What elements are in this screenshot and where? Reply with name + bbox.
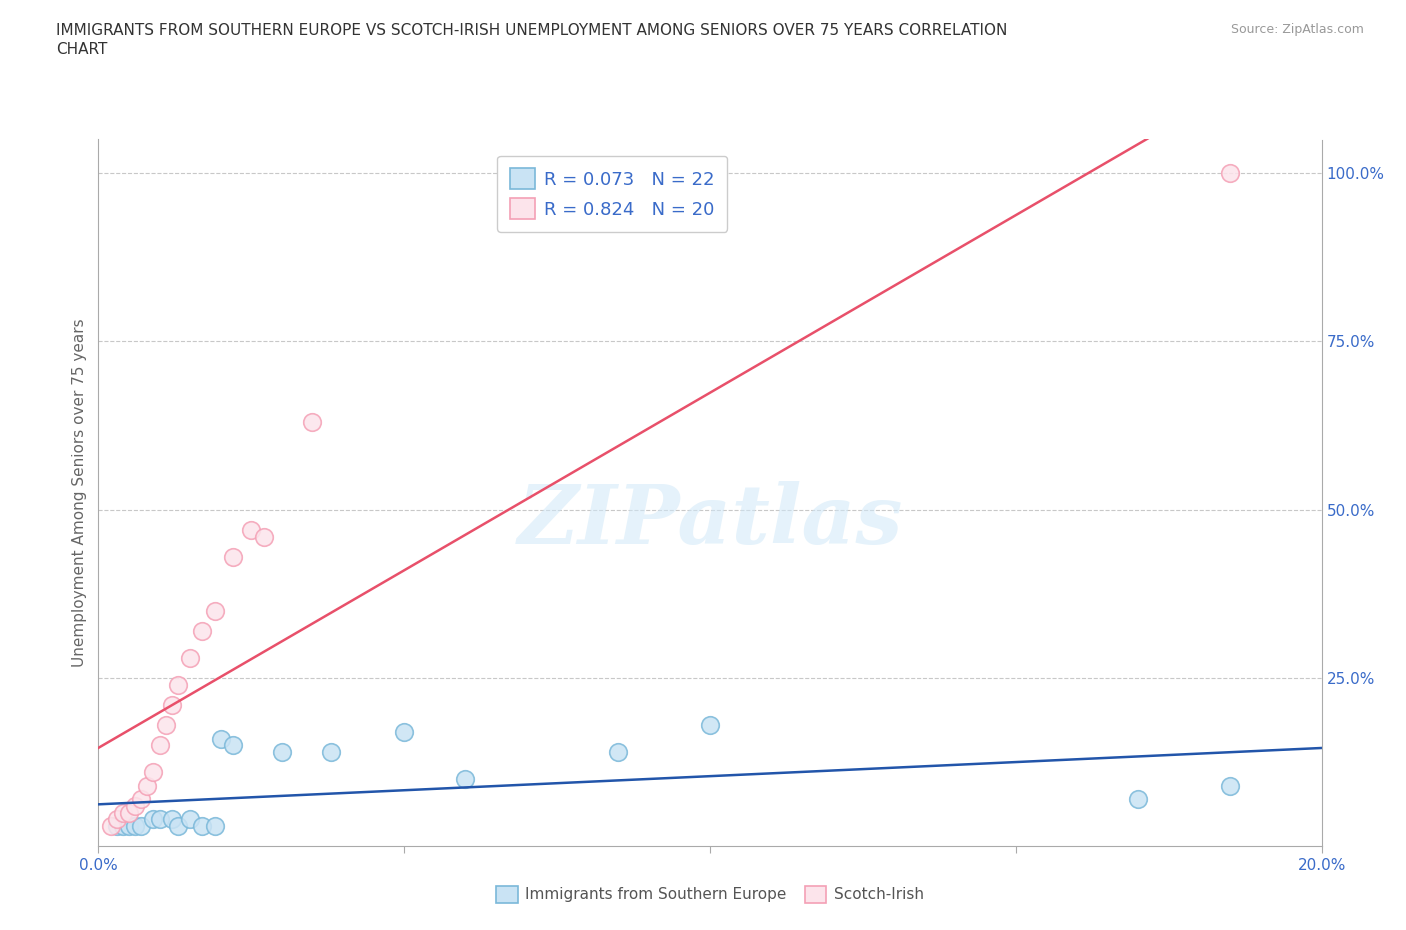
- Point: [160, 812, 183, 827]
- Point: [149, 737, 172, 752]
- Point: [118, 818, 141, 833]
- Point: [142, 764, 165, 779]
- Point: [155, 718, 177, 733]
- Point: [124, 799, 146, 814]
- Point: [179, 650, 201, 665]
- Point: [118, 805, 141, 820]
- Point: [454, 772, 477, 787]
- Point: [209, 731, 232, 746]
- Point: [179, 812, 201, 827]
- Point: [136, 778, 159, 793]
- Point: [204, 818, 226, 833]
- Point: [129, 818, 152, 833]
- Point: [191, 623, 214, 638]
- Point: [160, 698, 183, 712]
- Point: [105, 818, 128, 833]
- Point: [270, 745, 292, 760]
- Point: [111, 818, 134, 833]
- Point: [301, 415, 323, 430]
- Point: [111, 805, 134, 820]
- Point: [319, 745, 342, 760]
- Text: IMMIGRANTS FROM SOUTHERN EUROPE VS SCOTCH-IRISH UNEMPLOYMENT AMONG SENIORS OVER : IMMIGRANTS FROM SOUTHERN EUROPE VS SCOTC…: [56, 23, 1008, 38]
- Point: [100, 818, 122, 833]
- Point: [222, 550, 245, 565]
- Point: [607, 745, 630, 760]
- Point: [129, 791, 152, 806]
- Point: [240, 523, 263, 538]
- Point: [252, 529, 274, 544]
- Point: [124, 818, 146, 833]
- Point: [149, 812, 172, 827]
- Point: [222, 737, 245, 752]
- Point: [191, 818, 214, 833]
- Legend: Immigrants from Southern Europe, Scotch-Irish: Immigrants from Southern Europe, Scotch-…: [491, 880, 929, 910]
- Point: [1219, 778, 1241, 793]
- Point: [699, 718, 721, 733]
- Y-axis label: Unemployment Among Seniors over 75 years: Unemployment Among Seniors over 75 years: [72, 319, 87, 667]
- Point: [142, 812, 165, 827]
- Point: [204, 604, 226, 618]
- Text: Source: ZipAtlas.com: Source: ZipAtlas.com: [1230, 23, 1364, 36]
- Point: [1128, 791, 1150, 806]
- Point: [167, 677, 190, 692]
- Text: ZIPatlas: ZIPatlas: [517, 481, 903, 561]
- Point: [392, 724, 416, 739]
- Text: CHART: CHART: [56, 42, 108, 57]
- Point: [1219, 166, 1241, 180]
- Point: [167, 818, 190, 833]
- Point: [105, 812, 128, 827]
